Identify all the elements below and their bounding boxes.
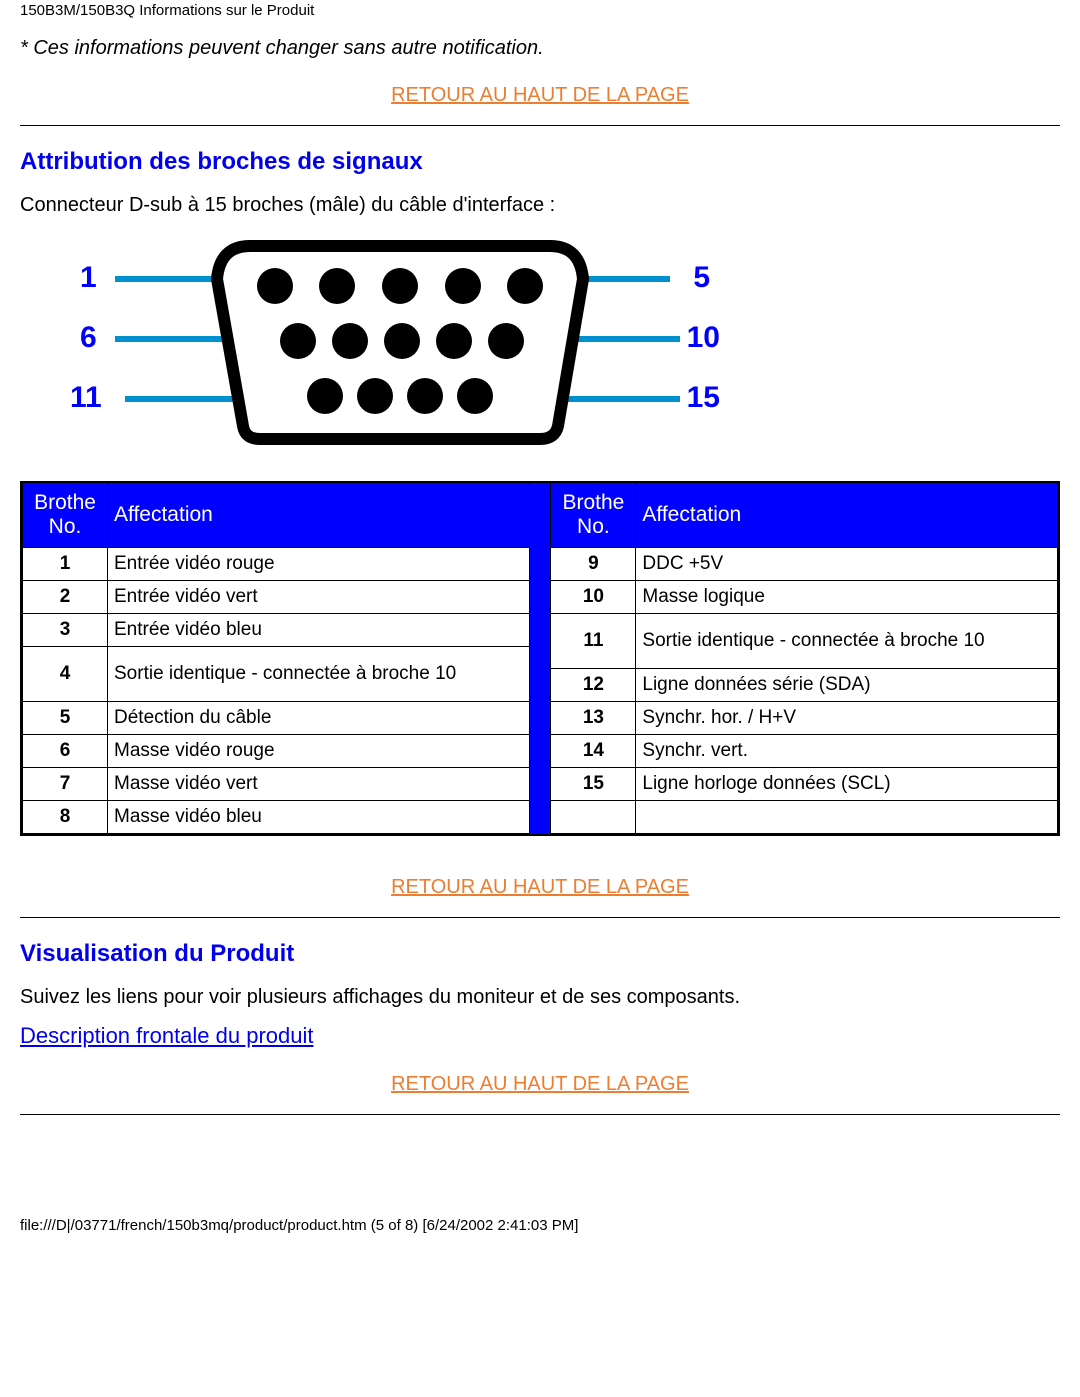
- pin-number: [551, 801, 636, 834]
- col-header-no: Brothe No.: [551, 483, 636, 548]
- return-top-link[interactable]: RETOUR AU HAUT DE LA PAGE: [391, 1073, 689, 1095]
- table-row: 12Ligne données série (SDA): [551, 669, 1058, 702]
- pin-label-10: 10: [687, 321, 720, 355]
- return-top-link[interactable]: RETOUR AU HAUT DE LA PAGE: [391, 876, 689, 898]
- pin-assignment: Masse vidéo bleu: [108, 801, 530, 834]
- table-row: 8Masse vidéo bleu: [23, 801, 530, 834]
- table-row: 1Entrée vidéo rouge: [23, 548, 530, 581]
- pin-number: 9: [551, 548, 636, 581]
- divider: [20, 125, 1060, 126]
- pin-label-1: 1: [80, 261, 97, 295]
- pin-assignment: DDC +5V: [636, 548, 1058, 581]
- table-row: 9DDC +5V: [551, 548, 1058, 581]
- table-row: 13Synchr. hor. / H+V: [551, 702, 1058, 735]
- divider: [20, 917, 1060, 918]
- pin-assignment: Ligne données série (SDA): [636, 669, 1058, 702]
- pin-assignment: Masse logique: [636, 581, 1058, 614]
- connector-description: Connecteur D-sub à 15 broches (mâle) du …: [20, 194, 1060, 217]
- pin-number: 1: [23, 548, 108, 581]
- pin-number: 8: [23, 801, 108, 834]
- pin-assignment: [636, 801, 1058, 834]
- front-description-link[interactable]: Description frontale du produit: [20, 1023, 314, 1048]
- table-row: 6Masse vidéo rouge: [23, 735, 530, 768]
- pin-table-left: Brothe No. Affectation 1Entrée vidéo rou…: [22, 483, 530, 834]
- col-header-assign: Affectation: [636, 483, 1058, 548]
- pin-assignment: Ligne horloge données (SCL): [636, 768, 1058, 801]
- pin-assignment: Sortie identique - connectée à broche 10: [636, 614, 1058, 669]
- table-row: 14Synchr. vert.: [551, 735, 1058, 768]
- file-path-footer: file:///D|/03771/french/150b3mq/product/…: [0, 1157, 1080, 1234]
- dsub-diagram: 1 6 11 5 10 15: [80, 231, 720, 451]
- pin-assignment: Masse vidéo rouge: [108, 735, 530, 768]
- table-row: 10Masse logique: [551, 581, 1058, 614]
- pin-number: 5: [23, 702, 108, 735]
- pin-label-15: 15: [687, 381, 720, 415]
- pin-assignment: Synchr. vert.: [636, 735, 1058, 768]
- table-row: 7Masse vidéo vert: [23, 768, 530, 801]
- pin-number: 4: [23, 647, 108, 702]
- pin-label-6: 6: [80, 321, 97, 355]
- table-gap: [530, 482, 551, 835]
- table-row: 4Sortie identique - connectée à broche 1…: [23, 647, 530, 702]
- section-pin-title: Attribution des broches de signaux: [20, 148, 1060, 176]
- pin-assignment: Masse vidéo vert: [108, 768, 530, 801]
- section-visual-title: Visualisation du Produit: [20, 940, 1060, 968]
- pin-assignment: Entrée vidéo bleu: [108, 614, 530, 647]
- pin-assignment: Détection du câble: [108, 702, 530, 735]
- visual-text: Suivez les liens pour voir plusieurs aff…: [20, 986, 1060, 1009]
- pin-number: 2: [23, 581, 108, 614]
- pin-assignment-table: Brothe No. Affectation 1Entrée vidéo rou…: [20, 481, 1060, 836]
- table-row: 15Ligne horloge données (SCL): [551, 768, 1058, 801]
- pin-number: 15: [551, 768, 636, 801]
- pin-table-right: Brothe No. Affectation 9DDC +5V10Masse l…: [550, 483, 1058, 834]
- dsub-connector-icon: [80, 231, 720, 451]
- pin-number: 3: [23, 614, 108, 647]
- pin-assignment: Entrée vidéo vert: [108, 581, 530, 614]
- pin-number: 13: [551, 702, 636, 735]
- col-header-assign: Affectation: [108, 483, 530, 548]
- col-header-no: Brothe No.: [23, 483, 108, 548]
- table-row: 3Entrée vidéo bleu: [23, 614, 530, 647]
- pin-label-11: 11: [70, 381, 102, 415]
- pin-assignment: Entrée vidéo rouge: [108, 548, 530, 581]
- page-header: 150B3M/150B3Q Informations sur le Produi…: [0, 0, 1080, 23]
- divider: [20, 1114, 1060, 1115]
- table-row: 5Détection du câble: [23, 702, 530, 735]
- pin-number: 12: [551, 669, 636, 702]
- pin-label-5: 5: [693, 261, 710, 295]
- return-top-link[interactable]: RETOUR AU HAUT DE LA PAGE: [391, 84, 689, 106]
- change-notice: * Ces informations peuvent changer sans …: [20, 33, 1060, 80]
- pin-number: 14: [551, 735, 636, 768]
- pin-number: 10: [551, 581, 636, 614]
- pin-assignment: Sortie identique - connectée à broche 10: [108, 647, 530, 702]
- table-row: 11Sortie identique - connectée à broche …: [551, 614, 1058, 669]
- pin-number: 11: [551, 614, 636, 669]
- pin-number: 6: [23, 735, 108, 768]
- table-row: [551, 801, 1058, 834]
- pin-number: 7: [23, 768, 108, 801]
- pin-assignment: Synchr. hor. / H+V: [636, 702, 1058, 735]
- table-row: 2Entrée vidéo vert: [23, 581, 530, 614]
